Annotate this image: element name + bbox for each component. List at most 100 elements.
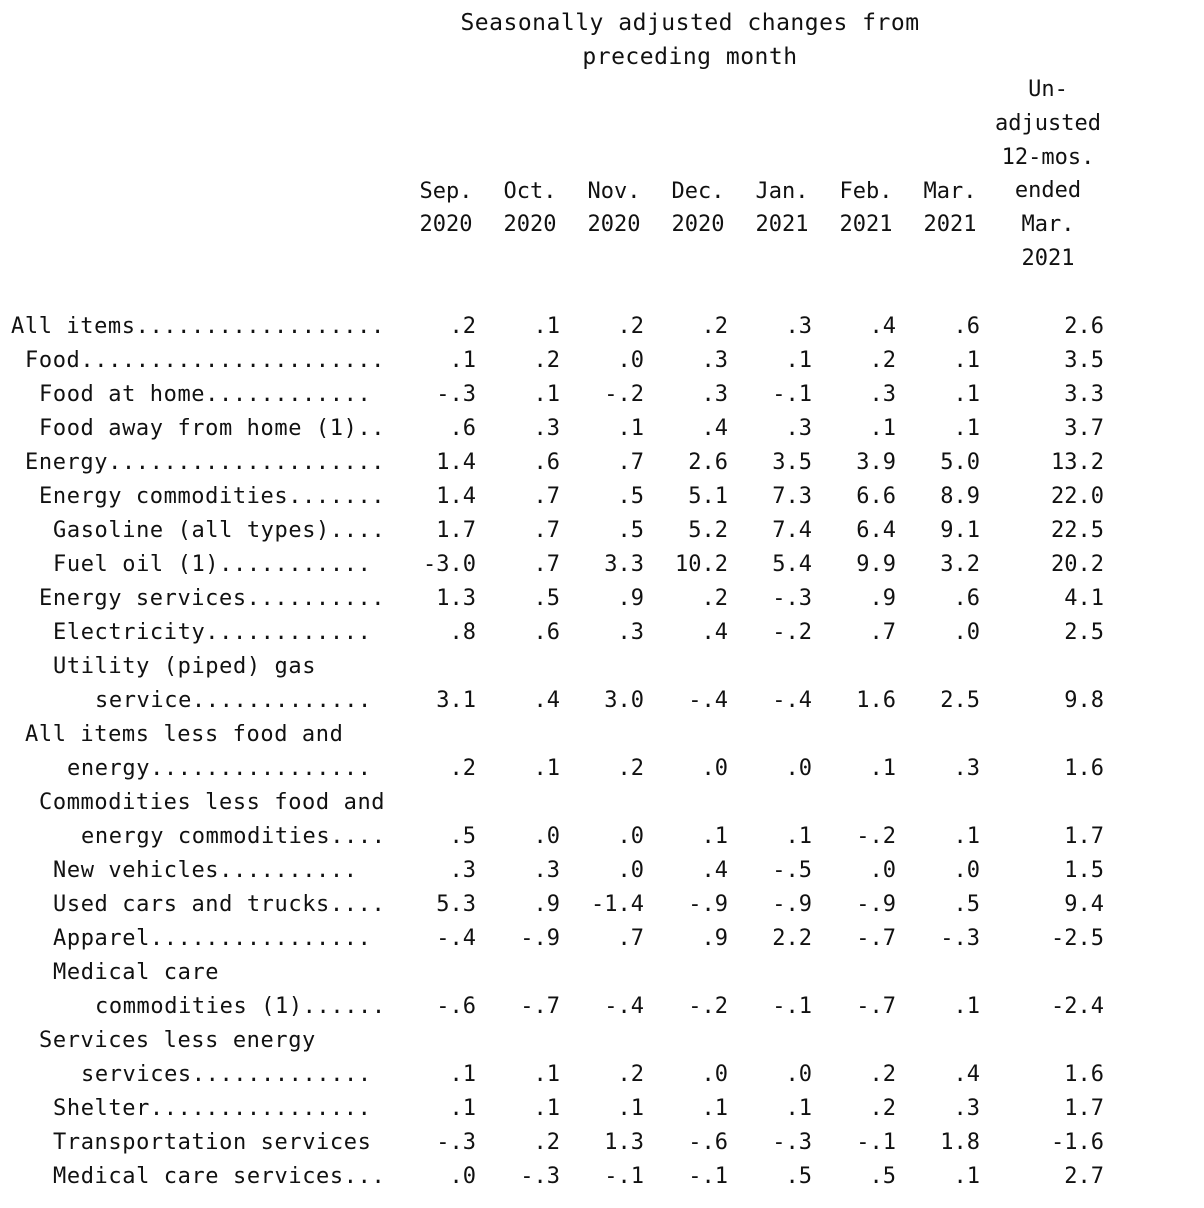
row-value: .2 — [617, 1062, 645, 1087]
row-value: -.7 — [856, 994, 896, 1019]
unadjusted-column-header: Un-adjusted 12-mos. ended Mar. 2021 — [986, 73, 1110, 276]
row-value: .3 — [701, 348, 729, 373]
row-unadjusted-value: 1.7 — [1064, 824, 1104, 849]
row-value: 1.3 — [436, 586, 476, 611]
table-row: Medical care — [0, 956, 1204, 990]
row-value: .4 — [869, 314, 897, 339]
row-unadjusted-value: 20.2 — [1051, 552, 1104, 577]
table-row: All items.................. .2 .1 .2 .2 .3 .4.… — [0, 310, 1204, 344]
row-value: 1.6 — [856, 688, 896, 713]
column-header-month: Sep. — [419, 179, 473, 204]
row-value: .5 — [785, 1164, 813, 1189]
table-header: Seasonally adjusted changes from precedi… — [430, 6, 950, 74]
row-value: .2 — [869, 348, 897, 373]
row-value: -.7 — [520, 994, 560, 1019]
row-value: .1 — [533, 382, 561, 407]
row-value: .1 — [449, 1062, 477, 1087]
row-value: 1.8 — [940, 1130, 980, 1155]
column-header: Nov. 2020 — [572, 175, 656, 241]
row-value: 1.7 — [436, 518, 476, 543]
row-value: -.2 — [604, 382, 644, 407]
row-unadjusted-value: 2.6 — [1064, 314, 1104, 339]
table-row: Energy services.......... 1.3 .5 .9 .2 -.3 .9.… — [0, 582, 1204, 616]
unadjusted-header-line: Mar. — [1021, 212, 1075, 238]
column-header: Jan. 2021 — [740, 175, 824, 241]
row-value: .1 — [953, 994, 981, 1019]
row-value: 3.9 — [856, 450, 896, 475]
row-value: .4 — [701, 620, 729, 645]
row-value: .0 — [785, 1062, 813, 1087]
row-value: .1 — [701, 824, 729, 849]
column-header: Sep. 2020 — [404, 175, 488, 241]
row-value: 5.4 — [772, 552, 812, 577]
row-value: .0 — [533, 824, 561, 849]
row-label: Shelter................ — [53, 1096, 372, 1121]
row-value: 2.2 — [772, 926, 812, 951]
row-unadjusted-value: 2.5 — [1064, 620, 1104, 645]
row-unadjusted-value: 2.7 — [1064, 1164, 1104, 1189]
table-row: Utility (piped) gas — [0, 650, 1204, 684]
row-value: .3 — [533, 416, 561, 441]
table-row: Shelter................ .1 .1 .1 .1 .1 .2 .3 1.7 — [0, 1092, 1204, 1126]
row-label: Energy.................... — [25, 450, 385, 475]
row-value: 3.0 — [604, 688, 644, 713]
table-row: Medical care services... .0 -.3 -.1 -.1 .5 .5.… — [0, 1160, 1204, 1194]
row-value: -.1 — [688, 1164, 728, 1189]
row-value: -.6 — [436, 994, 476, 1019]
row-value: .2 — [617, 314, 645, 339]
table-body: All items.................. .2 .1 .2 .2 .3 .4.… — [0, 310, 1204, 1194]
row-value: .3 — [953, 1096, 981, 1121]
row-value: .1 — [785, 1096, 813, 1121]
row-value: .0 — [701, 1062, 729, 1087]
column-header-month: Jan. — [755, 179, 809, 204]
row-value: .6 — [533, 620, 561, 645]
row-value: -.3 — [772, 586, 812, 611]
table-row: Apparel................ -.4 -.9 .7 .9 2.2 -.7 -… — [0, 922, 1204, 956]
row-value: .4 — [701, 858, 729, 883]
row-value: .6 — [449, 416, 477, 441]
row-label: Food...................... — [25, 348, 385, 373]
row-label: Electricity............ — [53, 620, 372, 645]
row-value: .0 — [449, 1164, 477, 1189]
row-value: -.9 — [688, 892, 728, 917]
unadjusted-header-line: adjusted — [995, 110, 1101, 136]
row-value: -.9 — [520, 926, 560, 951]
row-value: .1 — [953, 382, 981, 407]
row-value: .2 — [533, 1130, 561, 1155]
row-value: .7 — [617, 450, 645, 475]
row-value: -.1 — [772, 382, 812, 407]
row-value: .3 — [617, 620, 645, 645]
row-value: -.3 — [520, 1164, 560, 1189]
row-value: .3 — [701, 382, 729, 407]
row-value: -.9 — [772, 892, 812, 917]
row-value: .7 — [533, 484, 561, 509]
row-value: -.5 — [772, 858, 812, 883]
row-value: .1 — [533, 1062, 561, 1087]
table-row: All items less food and — [0, 718, 1204, 752]
row-value: .6 — [953, 314, 981, 339]
row-value: .1 — [953, 1164, 981, 1189]
column-header-year: 2020 — [419, 212, 473, 237]
column-header-year: 2021 — [923, 212, 977, 237]
row-value: -.3 — [940, 926, 980, 951]
row-value: .0 — [869, 858, 897, 883]
row-label: Gasoline (all types).... — [53, 518, 386, 543]
row-value: .1 — [533, 756, 561, 781]
row-value: 2.5 — [940, 688, 980, 713]
row-value: .2 — [869, 1062, 897, 1087]
row-value: .3 — [449, 858, 477, 883]
column-header-year: 2021 — [755, 212, 809, 237]
row-label: Utility (piped) gas — [53, 654, 317, 679]
row-label: service............. — [95, 688, 372, 713]
row-label: Used cars and trucks.... — [53, 892, 386, 917]
column-header-month: Dec. — [671, 179, 725, 204]
row-unadjusted-value: 9.4 — [1064, 892, 1104, 917]
column-header-month: Feb. — [839, 179, 893, 204]
column-header: Feb. 2021 — [824, 175, 908, 241]
row-value: .1 — [617, 1096, 645, 1121]
row-value: .3 — [869, 382, 897, 407]
row-value: .2 — [869, 1096, 897, 1121]
column-header-year: 2021 — [839, 212, 893, 237]
row-value: .0 — [953, 858, 981, 883]
row-value: 6.6 — [856, 484, 896, 509]
